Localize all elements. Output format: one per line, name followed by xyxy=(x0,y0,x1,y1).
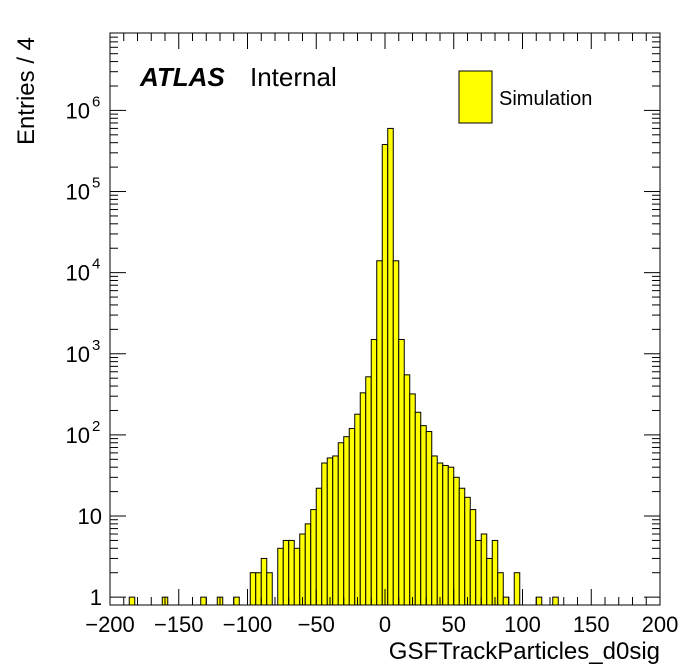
histogram-bar xyxy=(354,413,361,606)
histogram-bar xyxy=(381,144,389,606)
histogram-bar xyxy=(332,455,339,606)
histogram-bar xyxy=(398,338,405,606)
histogram-bar xyxy=(552,596,559,606)
y-tick-exponent: 3 xyxy=(92,337,100,354)
histogram-bar xyxy=(315,487,323,606)
histogram-bar xyxy=(475,539,482,606)
histogram-bar xyxy=(128,596,136,606)
y-axis-title: Entries / 4 xyxy=(13,37,40,145)
legend-swatch xyxy=(458,70,493,124)
histogram-bar xyxy=(387,127,394,606)
x-tick-label: 100 xyxy=(504,612,541,637)
plot-frame xyxy=(109,32,661,606)
histogram-bar xyxy=(453,476,460,606)
histogram-bar xyxy=(337,442,345,606)
histogram-bar xyxy=(255,572,262,606)
x-axis-title: GSFTrackParticles_d0sig xyxy=(389,638,660,665)
histogram-bar xyxy=(403,374,411,606)
histogram-bar xyxy=(233,596,240,606)
histogram-bar xyxy=(288,539,295,606)
y-tick-label: 10 xyxy=(66,261,90,286)
histogram-bar xyxy=(491,539,499,606)
x-tick-label: −100 xyxy=(223,612,273,637)
y-tick-label: 10 xyxy=(78,504,102,529)
x-tick-label: 200 xyxy=(642,612,679,637)
histogram-bar xyxy=(414,411,422,606)
histogram-bar xyxy=(348,427,356,606)
histogram-bar xyxy=(392,260,400,606)
y-tick-exponent: 5 xyxy=(92,175,100,192)
histogram-bar xyxy=(425,431,433,606)
histogram-bar xyxy=(480,533,488,606)
histogram-bar xyxy=(249,572,257,606)
x-tick-label: −200 xyxy=(85,612,135,637)
histogram-bar xyxy=(321,462,328,606)
histogram-bar xyxy=(260,557,268,606)
y-tick-exponent: 6 xyxy=(92,93,100,110)
legend-entry-simulation: Simulation xyxy=(499,88,592,110)
x-tick-label: 150 xyxy=(573,612,610,637)
x-tick-label: −150 xyxy=(154,612,204,637)
histogram-bar xyxy=(277,547,284,606)
histogram-bar xyxy=(200,596,207,606)
histogram-bar xyxy=(409,393,416,606)
axis-ticks xyxy=(109,32,661,605)
x-tick-label: 0 xyxy=(379,612,391,637)
histogram-bar xyxy=(359,392,367,606)
histogram-bar xyxy=(365,376,372,606)
histogram-bar xyxy=(447,466,455,606)
y-tick-label: 10 xyxy=(66,423,90,448)
histogram-bar xyxy=(343,436,350,606)
y-tick-exponent: 2 xyxy=(92,418,100,435)
histogram-bar xyxy=(376,260,383,606)
histogram-bar xyxy=(442,464,449,606)
histogram-bar xyxy=(370,338,378,606)
atlas-label: ATLAS xyxy=(139,62,225,92)
histogram-bar xyxy=(513,572,521,606)
histogram-bar xyxy=(464,496,471,606)
histogram-bar xyxy=(266,572,273,606)
y-tick-label: 1 xyxy=(90,585,102,610)
legend: Simulation xyxy=(458,70,592,124)
histogram-bar xyxy=(304,523,312,606)
y-tick-label: 10 xyxy=(66,180,90,205)
histogram-bar xyxy=(420,425,427,606)
histogram-bar xyxy=(469,509,477,606)
histogram-bar xyxy=(431,455,438,606)
histogram-bar xyxy=(502,596,510,606)
histogram-bar xyxy=(293,547,301,606)
histogram-bar xyxy=(299,533,306,606)
histogram-bar xyxy=(486,557,493,606)
x-tick-label: −50 xyxy=(298,612,335,637)
y-tick-label: 10 xyxy=(66,342,90,367)
histogram-bar xyxy=(458,487,466,606)
histogram-bar xyxy=(310,509,317,606)
histogram-bar xyxy=(497,572,504,606)
x-tick-label: 50 xyxy=(442,612,466,637)
histogram-bar xyxy=(535,596,543,606)
internal-label: Internal xyxy=(250,62,337,92)
y-tick-exponent: 4 xyxy=(92,256,100,273)
histogram-bar xyxy=(326,457,334,606)
y-tick-label: 10 xyxy=(66,98,90,123)
histogram-bar xyxy=(436,462,444,606)
histogram-bar xyxy=(282,539,290,606)
